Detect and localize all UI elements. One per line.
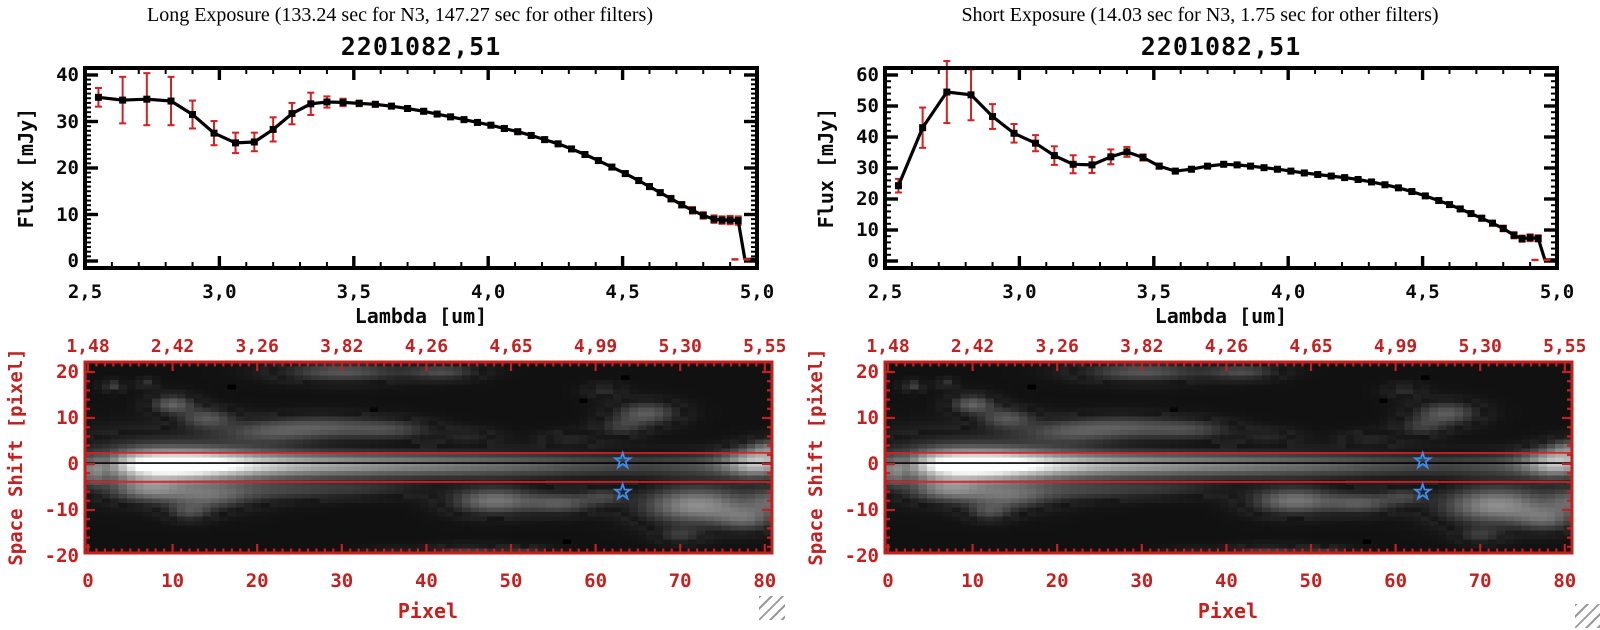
wavelength-tick-label: 1,48 <box>66 336 110 357</box>
pixel-tick-label: 20 <box>245 570 269 592</box>
pixel-tick-label: 80 <box>753 570 777 592</box>
pixel-tick-label: 50 <box>499 570 523 592</box>
shift-tick-label: -20 <box>844 545 879 567</box>
spectral-2d-image <box>885 362 1572 553</box>
wavelength-tick-label: 5,30 <box>1458 336 1502 357</box>
wavelength-tick-label: 5,55 <box>1543 336 1587 357</box>
x-tick-label: 4,5 <box>1405 281 1440 303</box>
y-tick-label: 10 <box>856 219 879 241</box>
pixel-axis-label: Pixel <box>1197 599 1259 623</box>
spectrum-title: 2201082,51 <box>1140 32 1302 61</box>
x-tick-label: 2,5 <box>867 281 903 303</box>
shift-tick-label: -20 <box>44 545 79 567</box>
pixel-tick-label: 50 <box>1299 570 1323 592</box>
x-tick-label: 3,5 <box>336 281 371 303</box>
y-tick-label: 20 <box>56 157 79 179</box>
wavelength-tick-label: 4,65 <box>489 336 533 357</box>
lambda-axis-label: Lambda [um] <box>354 304 488 328</box>
pixel-tick-label: 0 <box>882 570 894 592</box>
y-tick-label: 30 <box>856 157 879 179</box>
resize-grip[interactable] <box>1575 604 1600 628</box>
y-tick-label: 10 <box>56 203 79 226</box>
pixel-tick-label: 70 <box>668 570 692 592</box>
pixel-tick-label: 10 <box>161 570 185 592</box>
wavelength-tick-label: 1,48 <box>866 336 910 357</box>
y-tick-label: 0 <box>867 250 879 272</box>
x-tick-label: 3,0 <box>1002 281 1037 303</box>
wavelength-tick-label: 2,42 <box>150 336 195 357</box>
shift-tick-label: -10 <box>844 499 879 521</box>
pixel-tick-label: 30 <box>1130 570 1154 592</box>
shift-tick-label: 20 <box>856 361 879 383</box>
shift-tick-label: 10 <box>56 407 79 429</box>
pixel-tick-label: 60 <box>584 570 608 592</box>
pixel-tick-label: 70 <box>1468 570 1492 592</box>
x-tick-label: 5,0 <box>1539 281 1575 303</box>
y-tick-label: 30 <box>56 110 79 133</box>
wavelength-tick-label: 4,99 <box>573 336 618 357</box>
window-long-exposure: Long Exposure (133.24 sec for N3, 147.27… <box>5 4 787 623</box>
wavelength-tick-label: 2,42 <box>950 336 995 357</box>
x-tick-label: 3,5 <box>1136 281 1171 303</box>
wavelength-tick-label: 5,30 <box>658 336 702 357</box>
resize-grip[interactable] <box>759 596 785 620</box>
x-tick-label: 5,0 <box>739 281 775 303</box>
wavelength-tick-label: 3,26 <box>1035 336 1079 357</box>
pixel-tick-label: 30 <box>330 570 354 592</box>
wavelength-tick-label: 5,55 <box>743 336 787 357</box>
wavelength-tick-label: 4,26 <box>1204 336 1249 357</box>
shift-tick-label: -10 <box>44 499 79 521</box>
pixel-tick-label: 10 <box>961 570 985 592</box>
spectral-2d-image <box>85 362 772 553</box>
wavelength-tick-label: 3,82 <box>1120 336 1164 357</box>
pixel-tick-label: 40 <box>1214 570 1238 592</box>
y-tick-label: 40 <box>856 126 879 148</box>
lambda-axis-label: Lambda [um] <box>1154 304 1288 328</box>
y-tick-label: 60 <box>856 64 879 86</box>
x-tick-label: 2,5 <box>67 281 103 303</box>
wavelength-tick-label: 4,99 <box>1373 336 1418 357</box>
spectrum-title: 2201082,51 <box>340 32 502 61</box>
pixel-tick-label: 80 <box>1553 570 1577 592</box>
pixel-tick-label: 60 <box>1384 570 1408 592</box>
pixel-tick-label: 0 <box>82 570 94 592</box>
y-tick-label: 40 <box>56 64 79 86</box>
y-tick-label: 0 <box>67 250 79 272</box>
x-tick-label: 3,0 <box>202 281 237 303</box>
shift-tick-label: 0 <box>67 453 79 475</box>
wavelength-tick-label: 3,26 <box>235 336 279 357</box>
window-title: Short Exposure (14.03 sec for N3, 1.75 s… <box>961 4 1439 26</box>
y-tick-label: 20 <box>856 188 879 210</box>
wavelength-tick-label: 3,82 <box>320 336 364 357</box>
window-title: Long Exposure (133.24 sec for N3, 147.27… <box>147 4 653 26</box>
wavelength-tick-label: 4,65 <box>1289 336 1333 357</box>
x-tick-label: 4,0 <box>1271 281 1306 303</box>
pixel-axis-label: Pixel <box>397 599 459 623</box>
shift-tick-label: 0 <box>867 453 879 475</box>
x-tick-label: 4,0 <box>471 281 506 303</box>
window-short-exposure: Short Exposure (14.03 sec for N3, 1.75 s… <box>800 0 1600 630</box>
x-tick-label: 4,5 <box>605 281 640 303</box>
pixel-tick-label: 20 <box>1045 570 1069 592</box>
shift-tick-label: 10 <box>856 407 879 429</box>
pixel-tick-label: 40 <box>414 570 438 592</box>
shift-tick-label: 20 <box>56 361 79 383</box>
wavelength-tick-label: 4,26 <box>404 336 449 357</box>
y-tick-label: 50 <box>856 95 879 117</box>
